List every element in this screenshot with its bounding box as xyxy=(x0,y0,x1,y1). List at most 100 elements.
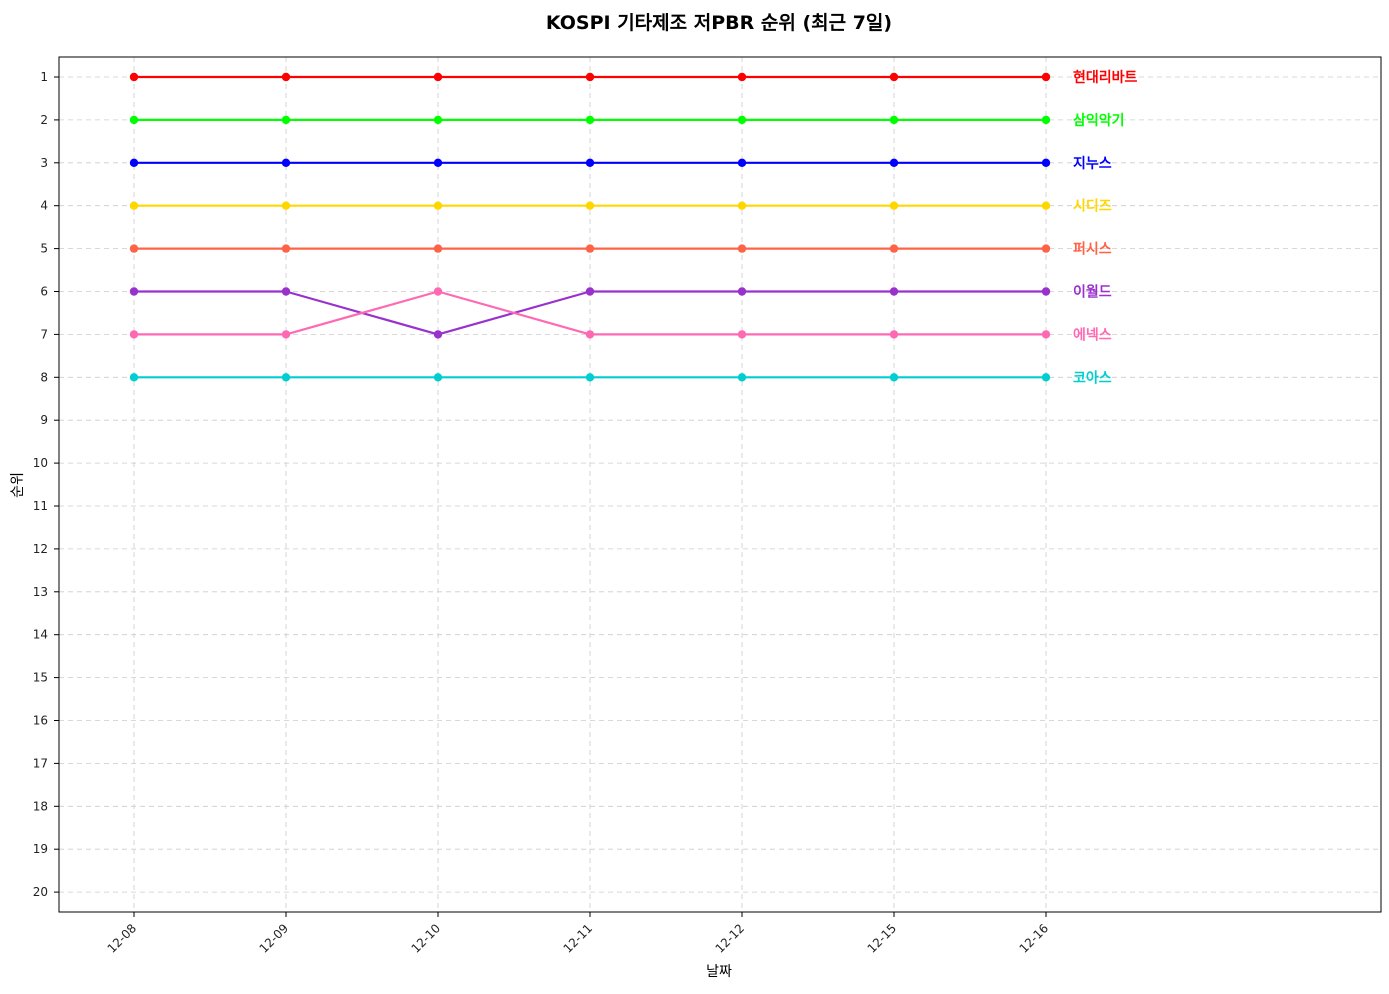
data-point xyxy=(1041,287,1051,296)
y-tick-label: 8 xyxy=(40,370,48,384)
data-point xyxy=(281,201,291,210)
data-point xyxy=(889,72,899,82)
data-point xyxy=(889,201,899,210)
data-point xyxy=(281,244,291,253)
y-tick-label: 14 xyxy=(33,628,48,642)
y-tick-label: 20 xyxy=(33,885,48,899)
y-tick-label: 13 xyxy=(33,585,48,599)
data-point xyxy=(281,158,291,167)
y-tick-label: 12 xyxy=(33,542,48,556)
x-axis-label: 날짜 xyxy=(706,964,732,980)
data-point xyxy=(585,330,595,339)
data-point xyxy=(889,287,899,296)
series-label: 지누스 xyxy=(1073,156,1112,172)
series-label: 삼익악기 xyxy=(1073,112,1125,129)
data-point xyxy=(585,72,595,82)
data-point xyxy=(737,201,747,210)
data-point xyxy=(737,72,747,82)
y-tick-label: 6 xyxy=(40,285,48,299)
x-tick-label: 12-10 xyxy=(409,921,444,956)
data-point xyxy=(129,287,139,296)
data-point xyxy=(129,330,139,339)
data-point xyxy=(737,115,747,125)
y-tick-label: 7 xyxy=(40,327,48,341)
data-point xyxy=(1041,373,1051,382)
data-point xyxy=(433,201,443,210)
y-tick-label: 17 xyxy=(33,756,48,770)
data-point xyxy=(281,115,291,125)
x-tick-label: 12-16 xyxy=(1017,921,1052,956)
data-point xyxy=(1041,244,1051,253)
data-point xyxy=(585,158,595,167)
series-label: 코아스 xyxy=(1073,369,1112,386)
data-point xyxy=(1041,330,1051,339)
y-tick-label: 11 xyxy=(33,499,48,513)
data-point xyxy=(433,330,443,339)
data-point xyxy=(737,244,747,253)
x-tick-label: 12-08 xyxy=(105,921,140,956)
x-tick-label: 12-11 xyxy=(561,921,596,956)
data-point xyxy=(585,287,595,296)
data-point xyxy=(1041,115,1051,125)
data-point xyxy=(585,373,595,382)
data-point xyxy=(1041,201,1051,210)
data-point xyxy=(129,373,139,382)
data-point xyxy=(889,158,899,167)
y-axis-label: 순위 xyxy=(10,472,26,498)
data-point xyxy=(433,287,443,296)
data-point xyxy=(433,115,443,125)
data-point xyxy=(129,244,139,253)
data-point xyxy=(585,115,595,125)
data-point xyxy=(129,72,139,82)
y-tick-label: 1 xyxy=(40,70,48,84)
data-point xyxy=(129,115,139,125)
y-tick-label: 2 xyxy=(40,113,48,127)
data-point xyxy=(889,115,899,125)
chart-title: KOSPI 기타제조 저PBR 순위 (최근 7일) xyxy=(546,12,892,34)
data-point xyxy=(1041,158,1051,167)
y-tick-label: 18 xyxy=(33,799,48,813)
y-tick-label: 10 xyxy=(33,456,48,470)
data-point xyxy=(737,158,747,167)
series-label: 시디즈 xyxy=(1073,199,1112,215)
data-point xyxy=(585,201,595,210)
y-tick-label: 19 xyxy=(33,842,48,856)
data-point xyxy=(737,287,747,296)
x-axis: 12-08 12-09 12-10 12-11 12-12 12-15 12-16 xyxy=(105,912,1052,956)
data-point xyxy=(889,330,899,339)
y-tick-label: 5 xyxy=(40,242,48,256)
y-tick-label: 3 xyxy=(40,156,48,170)
data-point xyxy=(281,373,291,382)
x-tick-label: 12-15 xyxy=(865,921,900,956)
data-point xyxy=(433,373,443,382)
y-tick-label: 4 xyxy=(40,199,48,213)
x-tick-label: 12-09 xyxy=(257,921,292,956)
data-point xyxy=(889,244,899,253)
y-tick-label: 16 xyxy=(33,714,48,728)
series-label: 퍼시스 xyxy=(1073,242,1112,258)
data-point xyxy=(281,287,291,296)
data-point xyxy=(585,244,595,253)
data-point xyxy=(433,244,443,253)
data-point xyxy=(737,330,747,339)
data-point xyxy=(281,72,291,82)
series-layer xyxy=(129,72,1051,382)
data-point xyxy=(129,201,139,210)
data-point xyxy=(281,330,291,339)
y-tick-label: 15 xyxy=(33,671,48,685)
grid-layer xyxy=(59,57,1381,912)
data-point xyxy=(737,373,747,382)
series-label: 에넥스 xyxy=(1073,327,1112,343)
series-label: 현대리바트 xyxy=(1073,70,1138,86)
plot-frame xyxy=(58,56,1382,913)
data-point xyxy=(433,72,443,82)
data-point xyxy=(1041,72,1051,82)
data-point xyxy=(433,158,443,167)
data-point xyxy=(889,373,899,382)
series-label: 이월드 xyxy=(1073,284,1112,301)
y-tick-label: 9 xyxy=(40,413,48,427)
